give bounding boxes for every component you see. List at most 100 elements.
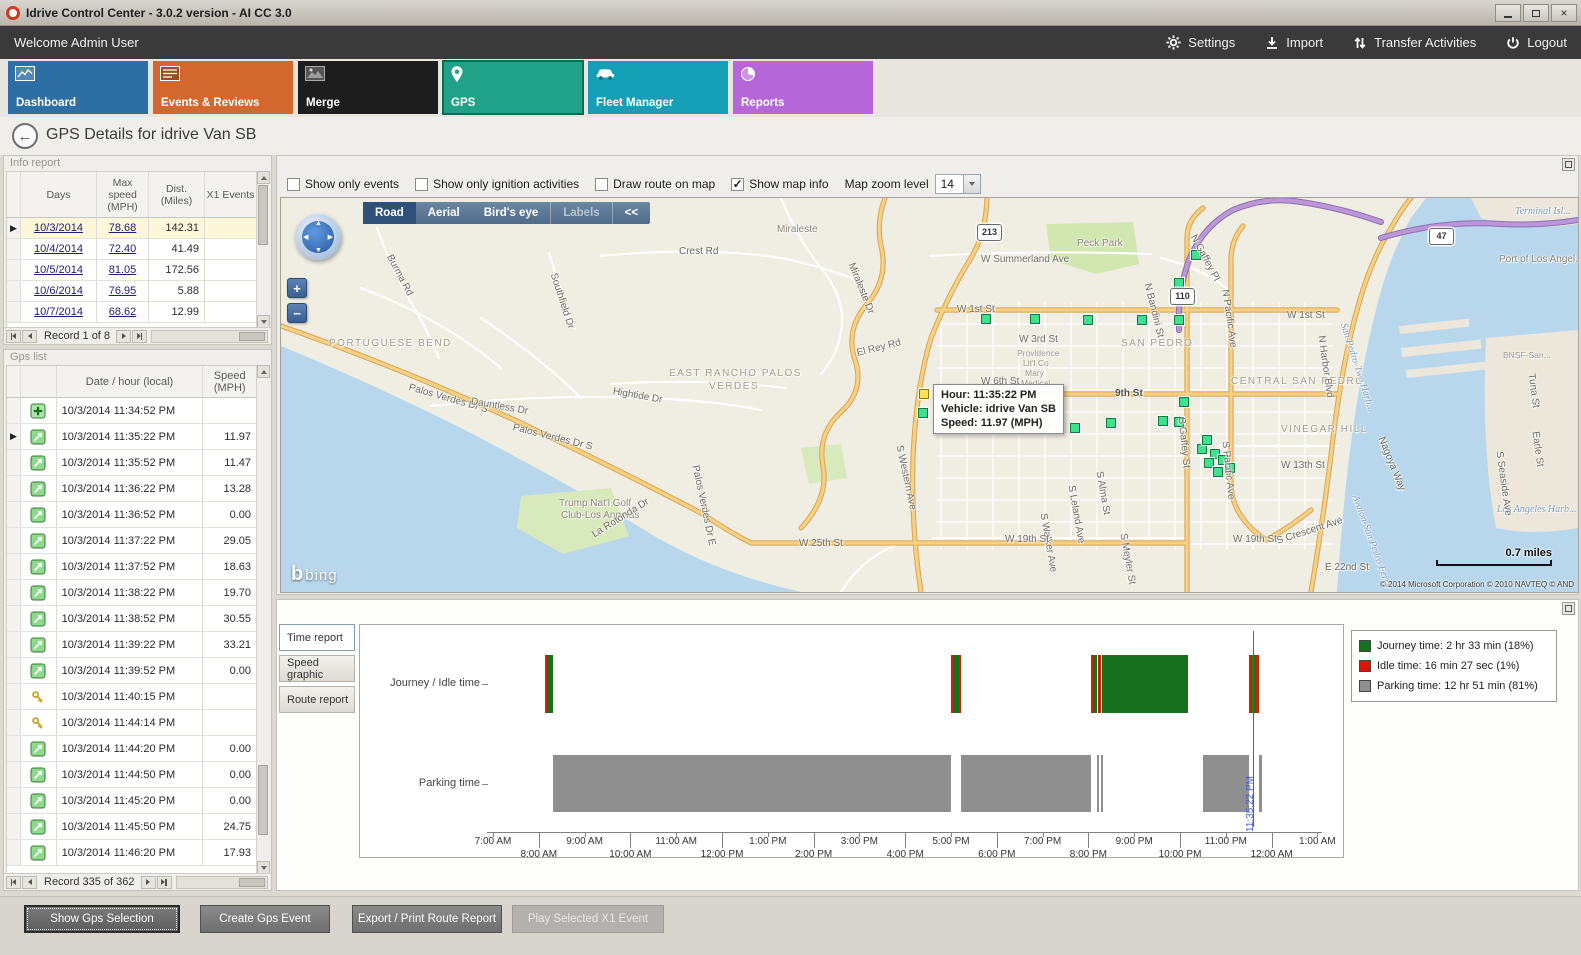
- chart-tab-time-report[interactable]: Time report: [279, 624, 355, 651]
- pan-left-icon[interactable]: ◀: [303, 234, 309, 241]
- map-marker[interactable]: [918, 408, 928, 418]
- scroll-up-button[interactable]: [257, 365, 270, 378]
- map-marker[interactable]: [1204, 458, 1214, 468]
- gps-table-row[interactable]: 10/3/2014 11:44:20 PM 0.00: [7, 736, 257, 762]
- zoom-in-button[interactable]: +: [287, 278, 307, 298]
- nav-tile-events-reviews[interactable]: Events & Reviews: [153, 61, 293, 114]
- info-table-row[interactable]: 10/4/2014 72.40 41.49: [7, 239, 257, 260]
- gps-table-row[interactable]: 10/3/2014 11:37:22 PM 29.05: [7, 528, 257, 554]
- pan-right-icon[interactable]: ▶: [327, 234, 333, 241]
- transfer-activities-button[interactable]: Transfer Activities: [1353, 35, 1476, 50]
- first-page-button[interactable]: [6, 875, 21, 889]
- settings-button[interactable]: Settings: [1166, 35, 1235, 50]
- gps-table-row[interactable]: 10/3/2014 11:35:52 PM 11.47: [7, 450, 257, 476]
- gps-table-scrollbar[interactable]: [256, 365, 270, 874]
- selected-map-marker[interactable]: [919, 389, 929, 399]
- pager-scrollbar[interactable]: [151, 329, 268, 343]
- map-marker[interactable]: [1083, 315, 1093, 325]
- checkbox-show-only-ignition-activities[interactable]: Show only ignition activities: [415, 177, 579, 191]
- gps-table-row[interactable]: 10/3/2014 11:45:20 PM 0.00: [7, 788, 257, 814]
- pan-up-icon[interactable]: ▲: [315, 220, 322, 227]
- scroll-thumb[interactable]: [239, 331, 265, 341]
- max-speed-link[interactable]: 72.40: [97, 239, 149, 260]
- day-link[interactable]: 10/3/2014: [21, 218, 97, 239]
- show-gps-selection-button[interactable]: Show Gps Selection: [24, 905, 180, 933]
- map-marker[interactable]: [1158, 416, 1168, 426]
- prev-page-button[interactable]: [22, 329, 37, 343]
- gps-table-row[interactable]: 10/3/2014 11:46:20 PM 17.93: [7, 840, 257, 866]
- logout-button[interactable]: Logout: [1506, 35, 1567, 50]
- gps-table-row[interactable]: 10/3/2014 11:39:52 PM 0.00: [7, 658, 257, 684]
- nav-tile-gps[interactable]: GPS: [442, 60, 584, 115]
- info-table-scrollbar[interactable]: [256, 171, 270, 328]
- map-view[interactable]: Road Aerial Bird's eye Labels << ▲ ▼ ◀ ▶ + −…: [280, 197, 1579, 593]
- minimize-button[interactable]: [1495, 4, 1521, 22]
- gps-table-row[interactable]: ▶ 10/3/2014 11:35:22 PM 11.97: [7, 424, 257, 450]
- map-marker[interactable]: [1218, 455, 1228, 465]
- map-marker[interactable]: [1210, 449, 1220, 459]
- chart-tab-speed-graphic[interactable]: Speed graphic: [279, 655, 355, 682]
- map-style-tab-labels[interactable]: Labels: [550, 202, 613, 224]
- create-gps-event-button[interactable]: Create Gps Event: [200, 905, 330, 933]
- combo-dropdown-button[interactable]: [962, 175, 980, 193]
- gps-table-row[interactable]: 10/3/2014 11:36:52 PM 0.00: [7, 502, 257, 528]
- map-style-collapse-toggle[interactable]: <<: [624, 207, 639, 219]
- map-marker[interactable]: [981, 314, 991, 324]
- gps-table-row[interactable]: 10/3/2014 11:34:52 PM: [7, 398, 257, 424]
- map-marker[interactable]: [1225, 463, 1235, 473]
- checkbox-draw-route-on-map[interactable]: Draw route on map: [595, 177, 715, 191]
- last-page-button[interactable]: [132, 329, 148, 343]
- day-link[interactable]: 10/4/2014: [21, 239, 97, 260]
- map-marker[interactable]: [1174, 278, 1184, 288]
- scroll-thumb[interactable]: [258, 765, 268, 835]
- map-marker[interactable]: [1070, 423, 1080, 433]
- info-table-row[interactable]: 10/6/2014 76.95 5.88: [7, 281, 257, 302]
- map-marker[interactable]: [1202, 435, 1212, 445]
- close-button[interactable]: ×: [1551, 4, 1577, 22]
- chart-panel-collapse-button[interactable]: [1562, 602, 1575, 615]
- next-page-button[interactable]: [116, 329, 132, 343]
- day-link[interactable]: 10/6/2014: [21, 281, 97, 302]
- map-marker[interactable]: [1137, 315, 1147, 325]
- next-page-button[interactable]: [140, 875, 156, 889]
- gps-table-row[interactable]: 10/3/2014 11:44:50 PM 0.00: [7, 762, 257, 788]
- import-button[interactable]: Import: [1265, 35, 1323, 50]
- nav-tile-merge[interactable]: Merge: [298, 61, 438, 114]
- map-marker[interactable]: [1174, 315, 1184, 325]
- map-marker[interactable]: [1191, 250, 1201, 260]
- max-speed-link[interactable]: 78.68: [97, 218, 149, 239]
- map-marker[interactable]: [1174, 417, 1184, 427]
- pager-scrollbar[interactable]: [175, 875, 268, 889]
- last-page-button[interactable]: [156, 875, 172, 889]
- map-panel-collapse-button[interactable]: [1562, 158, 1575, 171]
- nav-tile-fleet-manager[interactable]: Fleet Manager: [588, 61, 728, 114]
- map-marker[interactable]: [1106, 418, 1116, 428]
- checkbox-show-only-events[interactable]: Show only events: [287, 177, 399, 191]
- map-marker[interactable]: [1197, 444, 1207, 454]
- first-page-button[interactable]: [6, 329, 21, 343]
- maximize-button[interactable]: [1523, 4, 1549, 22]
- gps-table-row[interactable]: 10/3/2014 11:40:15 PM: [7, 684, 257, 710]
- export-print-route-report-button[interactable]: Export / Print Route Report: [352, 905, 502, 933]
- info-table-row[interactable]: ▶ 10/3/2014 78.68 142.31: [7, 218, 257, 239]
- map-style-tab-road[interactable]: Road: [363, 202, 416, 224]
- map-marker[interactable]: [1030, 314, 1040, 324]
- day-link[interactable]: 10/7/2014: [21, 302, 97, 323]
- info-table-row[interactable]: 10/5/2014 81.05 172.56: [7, 260, 257, 281]
- gps-table-row[interactable]: 10/3/2014 11:37:52 PM 18.63: [7, 554, 257, 580]
- scroll-up-button[interactable]: [257, 171, 270, 184]
- gps-table-row[interactable]: 10/3/2014 11:45:50 PM 24.75: [7, 814, 257, 840]
- back-button[interactable]: ←: [12, 123, 38, 149]
- gps-table-row[interactable]: 10/3/2014 11:38:22 PM 19.70: [7, 580, 257, 606]
- pan-down-icon[interactable]: ▼: [315, 247, 322, 254]
- day-link[interactable]: 10/5/2014: [21, 260, 97, 281]
- zoom-out-button[interactable]: −: [287, 303, 307, 323]
- checkbox-show-map-info[interactable]: ✓ Show map info: [731, 177, 829, 191]
- chart-tab-route-report[interactable]: Route report: [279, 686, 355, 713]
- max-speed-link[interactable]: 68.62: [97, 302, 149, 323]
- map-compass-control[interactable]: ▲ ▼ ◀ ▶: [295, 214, 341, 260]
- max-speed-link[interactable]: 76.95: [97, 281, 149, 302]
- gps-table-row[interactable]: 10/3/2014 11:44:14 PM: [7, 710, 257, 736]
- nav-tile-reports[interactable]: Reports: [733, 61, 873, 114]
- info-table-row[interactable]: 10/7/2014 68.62 12.99: [7, 302, 257, 323]
